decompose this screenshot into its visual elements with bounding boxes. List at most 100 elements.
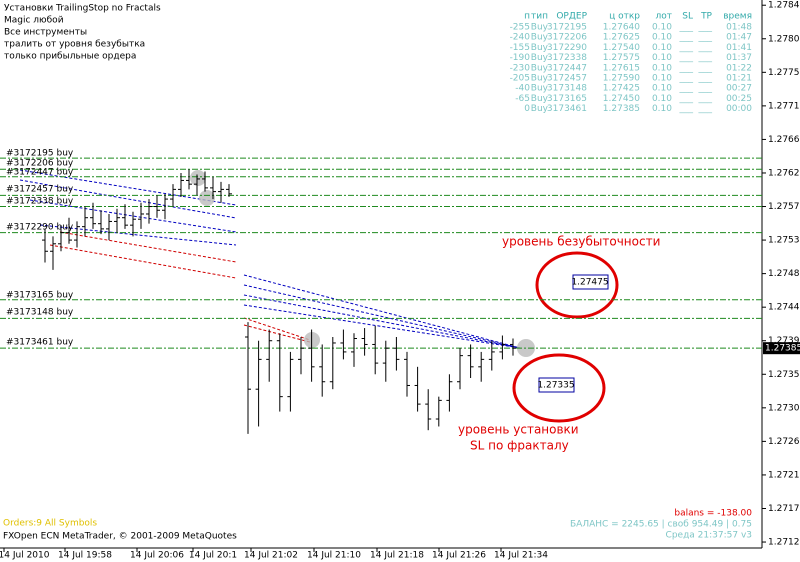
- settings-text: тралить от уровня безубытка: [4, 40, 145, 50]
- table-cell: 3172457: [547, 74, 587, 84]
- table-cell: ___: [679, 63, 694, 73]
- y-tick-label: 1.27755: [768, 68, 800, 78]
- table-cell: 0.10: [652, 104, 672, 114]
- highlight-ellipse: [512, 353, 606, 423]
- x-tick-label: 14 Jul 20:1: [189, 551, 237, 561]
- footer-orders: Orders:9 All Symbols: [3, 519, 97, 529]
- table-header: TP: [700, 12, 712, 22]
- table-header: п: [524, 12, 530, 22]
- table-cell: 3172447: [547, 63, 587, 73]
- order-level-label: #3172206 buy: [6, 159, 74, 169]
- table-cell: Buy: [531, 74, 549, 84]
- table-cell: ___: [698, 33, 713, 43]
- price-box: [538, 377, 575, 393]
- order-level-label: #3172338 buy: [6, 197, 74, 207]
- x-tick-label: 14 Jul 21:02: [244, 551, 298, 561]
- x-tick-label: 14 Jul 21:34: [494, 551, 548, 561]
- table-cell: Buy: [531, 23, 549, 33]
- y-tick-label: 1.27440: [768, 303, 800, 313]
- y-tick-label: 1.27260: [768, 437, 800, 447]
- table-cell: ___: [679, 104, 694, 114]
- table-cell: ___: [698, 74, 713, 84]
- table-cell: ___: [679, 23, 694, 33]
- table-cell: 01:37: [726, 53, 752, 63]
- y-tick-label: 1.27215: [768, 470, 800, 480]
- x-tick-label: 14 Jul 21:18: [370, 551, 424, 561]
- table-header: время: [723, 12, 752, 22]
- table-cell: ___: [698, 23, 713, 33]
- y-tick-label: 1.27395: [768, 336, 800, 346]
- footer-copyright: FXOpen ECN MetaTrader, © 2001-2009 MetaQ…: [3, 532, 237, 542]
- marker: [190, 170, 206, 186]
- table-cell: ___: [679, 94, 694, 104]
- table-cell: 0.10: [652, 53, 672, 63]
- table-cell: 0: [524, 104, 530, 114]
- table-cell: ___: [679, 43, 694, 53]
- footer-balans: balans = -138.00: [674, 509, 752, 519]
- y-tick-label: 1.27620: [768, 168, 800, 178]
- table-cell: 01:47: [726, 33, 752, 43]
- table-cell: 1.27590: [603, 74, 640, 84]
- price-box-label: 1.27335: [537, 381, 574, 391]
- order-level-label: #3173165 buy: [6, 291, 74, 301]
- table-header: тип: [531, 12, 548, 22]
- footer-time: Среда 21:37:57 v3: [666, 531, 752, 541]
- table-cell: 01:21: [726, 74, 752, 84]
- y-tick-label: 1.27575: [768, 202, 800, 212]
- table-cell: 3173165: [547, 94, 587, 104]
- table-cell: -205: [510, 74, 530, 84]
- table-cell: 0.10: [652, 23, 672, 33]
- table-cell: ___: [698, 63, 713, 73]
- y-tick-label: 1.27125: [768, 538, 800, 548]
- table-cell: 1.27385: [603, 104, 640, 114]
- order-level-label: #3173148 buy: [6, 308, 74, 318]
- table-cell: 1.27640: [603, 23, 640, 33]
- order-level-label: #3172290 buy: [6, 223, 74, 233]
- table-cell: 1.27540: [603, 43, 640, 53]
- y-tick-label: 1.27305: [768, 403, 800, 413]
- y-tick-label: 1.27170: [768, 504, 800, 514]
- table-cell: -190: [510, 53, 531, 63]
- table-cell: 1.27625: [603, 33, 640, 43]
- table-cell: ___: [679, 74, 694, 84]
- table-cell: 00:27: [726, 84, 752, 94]
- table-header: лот: [655, 12, 672, 22]
- table-cell: 1.27425: [603, 84, 640, 94]
- table-cell: 3172290: [547, 43, 587, 53]
- order-level-label: #3172195 buy: [6, 149, 74, 159]
- y-tick-label: 1.27710: [768, 101, 800, 111]
- table-cell: 01:48: [726, 23, 752, 33]
- settings-text: Все инструменты: [4, 28, 87, 38]
- x-tick-label: 14 Jul 21:26: [432, 551, 486, 561]
- table-cell: Buy: [531, 84, 549, 94]
- table-cell: Buy: [531, 94, 549, 104]
- order-level-label: #3172447 buy: [6, 168, 74, 178]
- table-cell: 3172338: [547, 53, 587, 63]
- x-tick-label: 14 Jul 2010: [0, 551, 50, 561]
- table-cell: 00:25: [726, 94, 752, 104]
- table-cell: Buy: [531, 104, 549, 114]
- y-tick-label: 1.27800: [768, 34, 800, 44]
- highlight-ellipse: [535, 251, 619, 319]
- annotation: SL по фракталу: [470, 439, 569, 453]
- y-tick-label: 1.27665: [768, 135, 800, 145]
- table-cell: 0.10: [652, 43, 672, 53]
- table-cell: 0.10: [652, 33, 672, 43]
- table-cell: ___: [679, 33, 694, 43]
- table-cell: -230: [510, 63, 531, 73]
- table-cell: ___: [679, 84, 694, 94]
- table-cell: Buy: [531, 33, 549, 43]
- last-price-label: 1.27385: [765, 344, 800, 354]
- table-cell: 3172195: [547, 23, 587, 33]
- table-cell: -240: [510, 33, 531, 43]
- price-box: [572, 274, 609, 290]
- y-tick-label: 1.27530: [768, 236, 800, 246]
- marker: [199, 190, 215, 206]
- table-cell: ___: [698, 43, 713, 53]
- table-cell: ___: [698, 94, 713, 104]
- table-cell: 3173148: [547, 84, 587, 94]
- y-tick-label: 1.27485: [768, 269, 800, 279]
- table-cell: 01:22: [726, 63, 752, 73]
